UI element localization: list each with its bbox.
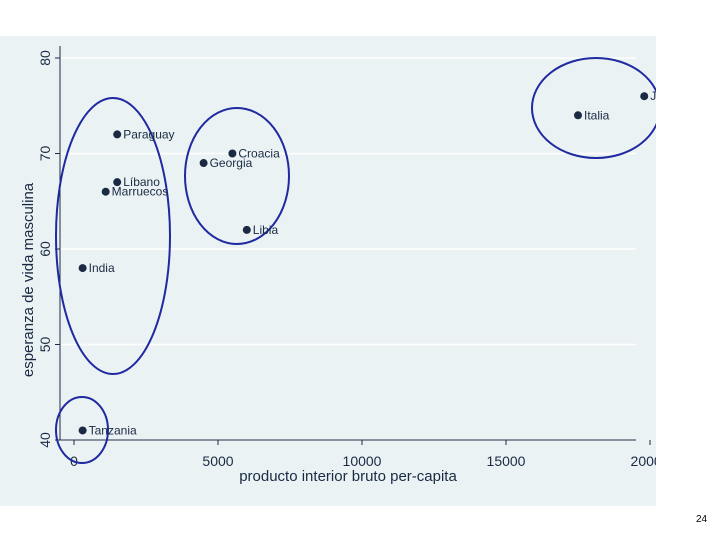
y-tick-label-40: 40 <box>37 432 53 448</box>
y-tick-label-50: 50 <box>37 337 53 353</box>
point-tanzania <box>78 426 87 435</box>
ellipse-group-left <box>55 97 171 375</box>
point-label-japon: Japón <box>650 89 656 103</box>
point-libano <box>113 178 122 187</box>
x-tick-label-10000: 10000 <box>343 453 382 469</box>
point-label-tanzania: Tanzania <box>89 423 137 437</box>
point-label-croacia: Croacia <box>238 147 280 161</box>
x-tick-label-5000: 5000 <box>202 453 233 469</box>
point-label-libia: Libia <box>253 223 279 237</box>
point-georgia <box>199 159 208 168</box>
y-tick-label-80: 80 <box>37 50 53 66</box>
x-tick-label-15000: 15000 <box>487 453 526 469</box>
x-axis-title: producto interior bruto per-capita <box>239 468 457 485</box>
scatter-chart: 405060708005000100001500020000producto i… <box>20 46 656 485</box>
point-label-italia: Italia <box>584 108 610 122</box>
point-japon <box>640 92 649 101</box>
y-tick-label-70: 70 <box>37 146 53 162</box>
plot-area <box>60 46 636 440</box>
point-paraguay <box>113 130 122 139</box>
y-tick-label-60: 60 <box>37 241 53 257</box>
x-tick-label-20000: 20000 <box>631 453 656 469</box>
point-label-libano: Líbano <box>123 175 160 189</box>
point-label-india: India <box>89 261 115 275</box>
point-label-marruecos: Marruecos <box>112 185 169 199</box>
point-italia <box>574 111 582 120</box>
slide-number: 24 <box>696 514 708 525</box>
point-label-georgia: Georgia <box>210 156 253 170</box>
point-india <box>78 264 87 273</box>
point-marruecos <box>101 187 110 196</box>
chart-panel: 405060708005000100001500020000producto i… <box>0 36 656 506</box>
ellipse-group-middle <box>184 107 290 245</box>
point-label-paraguay: Paraguay <box>123 127 174 141</box>
point-croacia <box>228 149 237 158</box>
y-axis-title: esperanza de vida masculina <box>20 182 37 377</box>
point-libia <box>242 225 251 234</box>
ellipse-group-tanzania <box>55 396 109 464</box>
ellipse-group-right <box>531 57 656 159</box>
